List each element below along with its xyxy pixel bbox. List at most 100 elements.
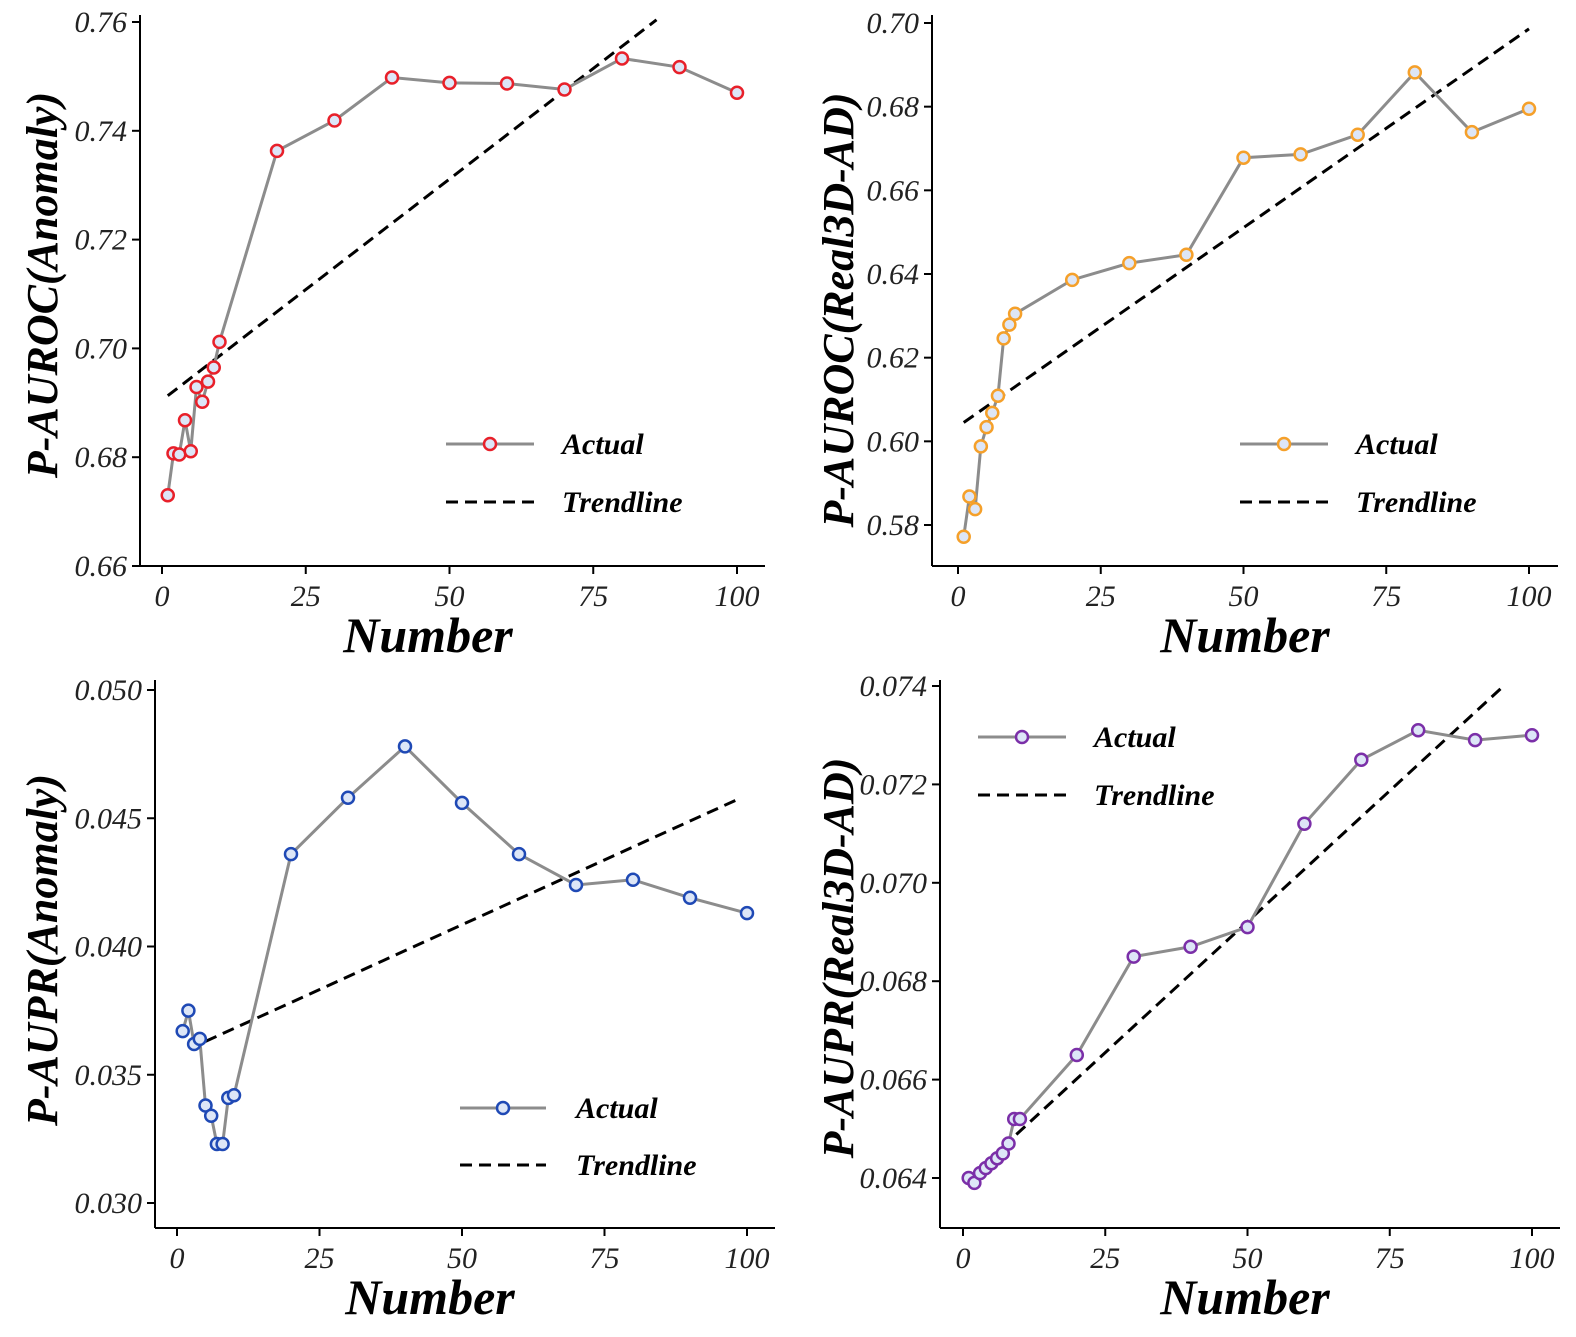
data-point: [1297, 816, 1312, 832]
y-axis-title: P-AUPR(Real3D-AD): [814, 758, 863, 1160]
x-tick-label: 50: [1229, 580, 1259, 613]
y-tick-label: 0.58: [867, 509, 920, 542]
legend-actual-label: Actual: [574, 1092, 658, 1125]
y-tick-label: 0.64: [867, 258, 920, 291]
data-point: [1464, 124, 1480, 140]
y-tick-label: 0.76: [75, 6, 128, 39]
x-tick-label: 100: [715, 580, 760, 613]
data-point: [442, 75, 457, 91]
y-tick-label: 0.066: [860, 1064, 928, 1097]
x-tick-label: 25: [291, 580, 321, 613]
data-point: [1183, 939, 1198, 955]
data-point: [996, 331, 1011, 346]
data-point: [557, 82, 572, 97]
x-tick-label: 75: [1375, 1242, 1405, 1275]
legend-trendline-label: Trendline: [1356, 486, 1477, 519]
data-point: [212, 334, 227, 350]
x-tick-label: 75: [590, 1242, 620, 1275]
x-axis-title: Number: [342, 607, 513, 663]
y-tick-label: 0.60: [867, 425, 920, 458]
data-point: [384, 70, 400, 85]
y-tick-label: 0.050: [75, 674, 143, 707]
x-tick-label: 75: [578, 580, 608, 613]
data-point: [739, 905, 755, 921]
actual-line: [962, 70, 1530, 537]
y-tick-label: 0.68: [75, 441, 128, 474]
data-point: [985, 405, 1000, 421]
legend-trendline-label: Trendline: [1094, 779, 1215, 812]
y-tick-label: 0.064: [860, 1162, 928, 1195]
x-axis-title: Number: [344, 1269, 515, 1325]
legend-trendline-label: Trendline: [562, 486, 683, 519]
actual-line: [166, 56, 738, 496]
legend-trendline-label: Trendline: [576, 1149, 697, 1182]
chart-panel-4: 0 25 50 75 100 0.064 0.066 0.068 0.070 0.072 0.074…: [814, 670, 1560, 1325]
data-point: [283, 846, 299, 862]
x-tick-label: 0: [155, 580, 170, 613]
y-tick-label: 0.045: [75, 802, 143, 835]
y-tick-label: 0.040: [75, 931, 143, 964]
data-point: [568, 877, 584, 893]
y-tick-label: 0.070: [860, 867, 928, 900]
data-point: [175, 1023, 190, 1039]
data-point: [454, 795, 470, 811]
y-tick-label: 0.030: [75, 1187, 143, 1220]
data-point: [1002, 317, 1017, 332]
trendline: [962, 27, 1530, 424]
x-axis-title: Number: [1159, 1269, 1330, 1325]
y-axis-title: P-AUPR(Anomaly): [18, 774, 67, 1127]
trendline: [204, 796, 742, 1043]
y-tick-label: 0.072: [860, 768, 928, 801]
x-tick-label: 100: [1510, 1242, 1555, 1275]
x-tick-label: 100: [1507, 580, 1552, 613]
legend-actual-marker: [1276, 436, 1292, 452]
data-point: [1001, 1136, 1016, 1151]
x-tick-label: 25: [1090, 1242, 1120, 1275]
data-point: [1064, 272, 1080, 288]
data-point: [1524, 727, 1540, 743]
chart-panel-2: 0 25 50 75 100 0.58 0.60 0.62 0.64 0.66 0.68 0.70 Nu…: [814, 7, 1558, 663]
y-tick-label: 0.70: [75, 332, 128, 365]
data-point: [1240, 919, 1255, 935]
data-point: [614, 51, 630, 66]
data-point: [511, 846, 527, 862]
legend-actual-marker: [1014, 729, 1030, 745]
x-tick-label: 75: [1371, 580, 1401, 613]
data-point: [177, 412, 193, 428]
legend-actual-label: Actual: [560, 428, 644, 461]
y-tick-label: 0.70: [867, 7, 920, 40]
y-axis-title: P-AUROC(Real3D-AD): [814, 92, 863, 528]
data-point: [729, 85, 745, 100]
data-point: [625, 872, 641, 888]
chart-panel-3: 0 25 50 75 100 0.030 0.035 0.040 0.045 0.050 Numbe…: [18, 674, 775, 1325]
data-point: [956, 529, 971, 544]
data-point: [172, 447, 187, 462]
x-tick-label: 50: [435, 580, 465, 613]
trendline: [973, 684, 1505, 1175]
y-tick-label: 0.068: [860, 965, 928, 998]
data-point: [1293, 147, 1308, 162]
data-point: [1179, 247, 1194, 263]
y-tick-label: 0.66: [867, 174, 920, 207]
data-point: [206, 360, 221, 375]
data-point: [1350, 127, 1365, 142]
x-tick-label: 0: [956, 1242, 971, 1275]
data-point: [1007, 306, 1023, 321]
y-axis-title: P-AUROC(Anomaly): [18, 92, 67, 479]
x-axis-title: Number: [1159, 607, 1330, 663]
data-point: [979, 419, 994, 435]
data-point: [1069, 1047, 1085, 1063]
legend-actual-marker: [482, 436, 498, 452]
trendline: [166, 18, 658, 397]
y-tick-label: 0.72: [75, 224, 128, 257]
legend-actual-marker: [495, 1100, 511, 1116]
data-point: [192, 1031, 208, 1047]
data-point: [160, 488, 175, 503]
data-point: [183, 443, 198, 459]
data-point: [672, 59, 687, 75]
data-point: [973, 439, 989, 454]
data-point: [215, 1136, 230, 1152]
data-point: [1354, 752, 1369, 768]
data-point: [990, 388, 1006, 403]
